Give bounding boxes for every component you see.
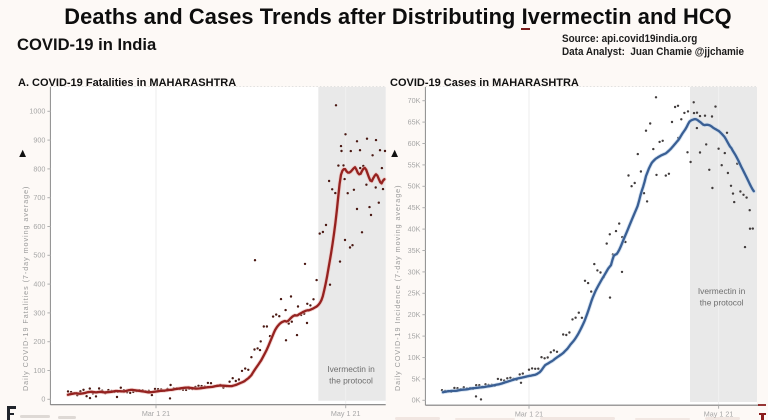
svg-text:200: 200 (33, 337, 45, 346)
svg-text:the protocol: the protocol (329, 376, 373, 386)
svg-text:Mar 1 21: Mar 1 21 (515, 410, 543, 419)
svg-text:70K: 70K (408, 96, 421, 105)
svg-text:May 1 21: May 1 21 (331, 409, 361, 418)
svg-text:300: 300 (33, 308, 45, 317)
svg-text:50K: 50K (408, 182, 421, 191)
svg-text:0: 0 (41, 395, 45, 404)
svg-text:55K: 55K (408, 160, 421, 169)
svg-text:Daily COVID-19 Incidence (7-da: Daily COVID-19 Incidence (7-day moving a… (393, 185, 402, 391)
svg-text:25K: 25K (408, 289, 421, 298)
svg-text:100: 100 (33, 366, 45, 375)
svg-text:500: 500 (33, 251, 45, 260)
svg-text:800: 800 (33, 164, 45, 173)
svg-text:10K: 10K (408, 353, 421, 362)
svg-text:Ivermectin in: Ivermectin in (327, 364, 375, 374)
svg-text:65K: 65K (408, 118, 421, 127)
svg-text:40K: 40K (408, 225, 421, 234)
svg-text:May 1 21: May 1 21 (704, 410, 734, 419)
svg-text:20K: 20K (408, 310, 421, 319)
svg-text:the protocol: the protocol (700, 298, 744, 308)
svg-text:400: 400 (33, 280, 45, 289)
svg-text:Ivermectin in: Ivermectin in (698, 286, 746, 296)
svg-text:60K: 60K (408, 139, 421, 148)
svg-text:1000: 1000 (29, 107, 45, 116)
svg-text:900: 900 (33, 136, 45, 145)
svg-text:Daily COVID-19 Fatalities (7-d: Daily COVID-19 Fatalities (7-day moving … (21, 186, 30, 391)
svg-text:30K: 30K (408, 267, 421, 276)
svg-text:15K: 15K (408, 332, 421, 341)
svg-text:700: 700 (33, 193, 45, 202)
svg-text:0K: 0K (412, 396, 421, 405)
svg-text:600: 600 (33, 222, 45, 231)
svg-text:35K: 35K (408, 246, 421, 255)
svg-text:Mar 1 21: Mar 1 21 (142, 409, 170, 418)
svg-text:5K: 5K (412, 374, 421, 383)
svg-text:45K: 45K (408, 203, 421, 212)
